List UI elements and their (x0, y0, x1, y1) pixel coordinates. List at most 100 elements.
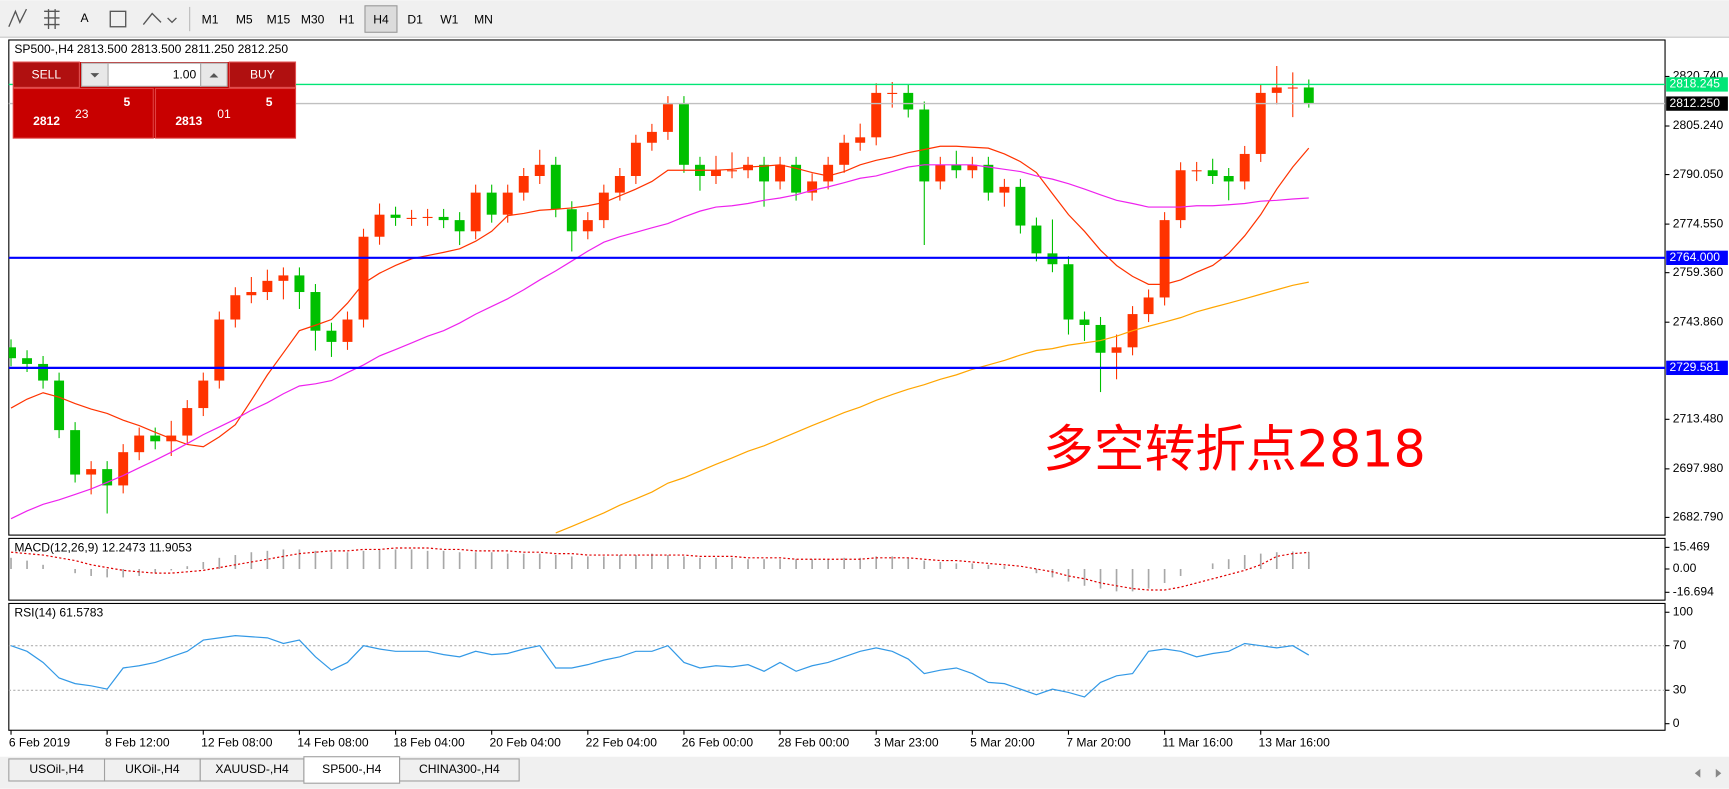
indicator-title: MACD(12,26,9) 12.2473 11.9053 (14, 541, 192, 555)
y-tick-label: 2805.240 (1673, 118, 1724, 132)
candle-body (438, 216, 449, 221)
symbol-info: SP500-,H4 2813.500 2813.500 2811.250 281… (14, 42, 288, 56)
indicator-title: RSI(14) 61.5783 (14, 606, 103, 620)
panel (10, 547, 1310, 592)
candle-body (1239, 153, 1250, 182)
candle-body (518, 175, 529, 193)
candle-body (727, 170, 737, 172)
macd-bar (522, 553, 525, 569)
timeframe-button[interactable]: H1 (339, 12, 355, 26)
grid-tool[interactable] (44, 9, 60, 29)
y-tick-label: 0 (1673, 716, 1680, 730)
ask-big: 2813 (175, 114, 202, 128)
text-tool[interactable]: A (80, 11, 89, 25)
price-label: 2729.581 (1669, 360, 1720, 374)
candle-body (550, 164, 561, 210)
ask-sup: 5 (266, 95, 273, 109)
candle-body (534, 164, 545, 176)
volume-value: 1.00 (173, 67, 197, 81)
candle-body (294, 275, 305, 293)
candle-body (807, 181, 818, 193)
tab-scroll[interactable] (1694, 768, 1722, 778)
tabs: USOil-,H4 UKOil-,H4 XAUUSD-,H4 SP500-,H4 CHI… (8, 756, 520, 784)
bid-sup: 5 (124, 95, 131, 109)
candle-body (951, 164, 962, 171)
timeframe-button[interactable]: H4 (373, 12, 389, 26)
tab-active[interactable] (303, 756, 401, 784)
candle-body (919, 109, 930, 182)
macd-bar (1035, 568, 1038, 574)
candle-body (1191, 170, 1202, 172)
candle-body (374, 214, 385, 237)
arrow-up (209, 73, 219, 78)
macd-bar (218, 557, 221, 569)
timeframe-button[interactable]: MN (474, 12, 493, 26)
crosshair-tool[interactable] (8, 8, 28, 28)
timeframe-button[interactable]: W1 (440, 12, 458, 26)
panel-frame (8, 537, 1666, 601)
candle-body (390, 214, 401, 218)
y-tick-label: 2713.480 (1673, 412, 1724, 426)
macd-bar (410, 549, 413, 569)
macd-bar (586, 556, 589, 569)
timeframe-button[interactable]: M1 (202, 12, 219, 26)
ask-box[interactable] (154, 87, 297, 139)
x-tick-label: 11 Mar 16:00 (1162, 736, 1233, 750)
macd-bar (186, 566, 189, 569)
macd-bar (603, 556, 605, 569)
tab-label: USOil-,H4 (29, 762, 84, 776)
tab-label: SP500-,H4 (322, 762, 381, 776)
macd-bar (619, 555, 621, 569)
macd-bar (1131, 568, 1134, 592)
buy-button[interactable] (228, 61, 297, 88)
macd-bar (154, 568, 157, 574)
timeframe-button[interactable]: M30 (301, 12, 325, 26)
macd-bar (490, 552, 493, 569)
candle-body (839, 142, 850, 165)
y-tick-label: 2697.980 (1673, 461, 1724, 475)
candle-body (887, 92, 898, 94)
candle-body (246, 292, 257, 296)
candle-body (630, 142, 641, 176)
macd-bar (1211, 563, 1214, 569)
tab[interactable] (399, 758, 520, 782)
price-label-box (1666, 96, 1728, 111)
x-tick-label: 22 Feb 04:00 (586, 736, 658, 750)
candle-body (1063, 264, 1074, 320)
candle-body (967, 164, 978, 171)
candle-body (278, 275, 289, 281)
candle-body (182, 408, 193, 436)
tool-icons: A (8, 8, 177, 29)
bid-box[interactable] (12, 87, 154, 139)
candle-body (310, 292, 321, 331)
y-tick-label: 100 (1673, 604, 1693, 618)
candle-body (102, 469, 113, 486)
label-tool[interactable] (109, 10, 127, 28)
macd-bar (234, 555, 237, 569)
shapes-tool[interactable] (142, 12, 177, 25)
candle-body (598, 192, 609, 221)
macd-bar (202, 562, 205, 569)
timeframe-button[interactable]: D1 (407, 12, 423, 26)
macd-bar (1243, 555, 1246, 569)
timeframe-button[interactable]: M5 (236, 12, 253, 26)
y-tick-label: 2774.550 (1673, 216, 1724, 230)
sell-label: SELL (32, 67, 62, 81)
macd-bar (1291, 551, 1294, 569)
y-tick-label: 70 (1673, 638, 1687, 652)
sell-button[interactable] (12, 61, 80, 88)
tab-label: CHINA300-,H4 (419, 762, 500, 776)
macd-bar (26, 560, 28, 569)
timeframe-button[interactable]: M15 (267, 12, 291, 26)
y-tick-label: 0.00 (1673, 561, 1697, 575)
macd-bar (1179, 568, 1182, 576)
macd-bar (282, 549, 285, 569)
candle-body (1303, 87, 1314, 104)
x-tick-label: 13 Mar 16:00 (1259, 736, 1331, 750)
macd-bar (314, 550, 317, 569)
y-tick-label: 2682.790 (1673, 510, 1724, 524)
candle-body (1095, 324, 1106, 353)
macd-bar (250, 552, 253, 569)
candle-body (582, 220, 593, 232)
x-tick-label: 28 Feb 00:00 (778, 736, 850, 750)
